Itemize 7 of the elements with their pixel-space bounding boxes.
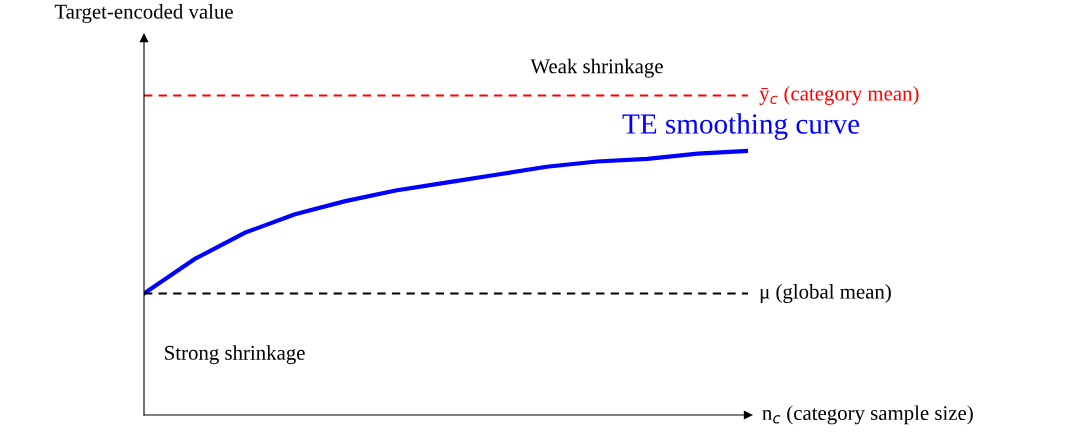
series-label: TE smoothing curve	[622, 113, 860, 140]
text: Target-encoded value	[54, 4, 233, 23]
annotation: Strong shrinkage	[165, 345, 305, 365]
text: Weak shrinkage	[530, 58, 663, 78]
ref-line-label: μ (global mean)	[760, 284, 891, 304]
x-axis-title: n$_{c}$ (category sample size)	[762, 405, 973, 425]
ref-line-label: ȳ$_{c}$ (category mean)	[759, 85, 919, 105]
